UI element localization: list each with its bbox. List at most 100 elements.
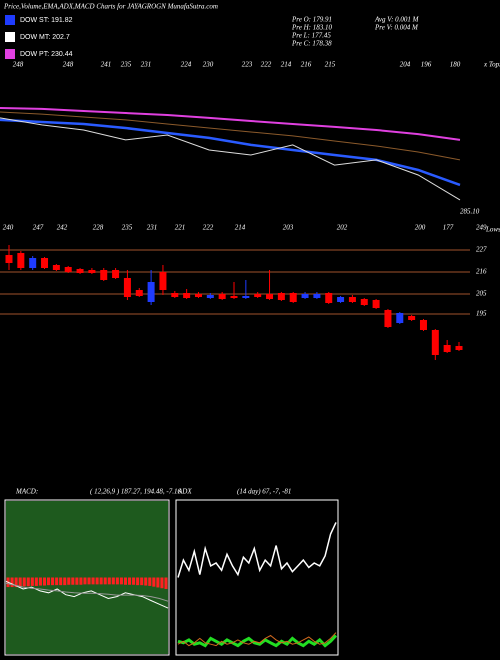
legend-label: DOW MT: 202.7	[20, 34, 70, 41]
y-tick-label: 195	[476, 310, 487, 318]
candle-body	[218, 294, 226, 299]
macd-line	[5, 582, 169, 602]
candle-body	[194, 294, 202, 297]
stat-label: Pre V: 0.004 M	[374, 24, 419, 32]
macd-bar	[59, 577, 63, 586]
candle-body	[135, 290, 143, 296]
macd-bar	[95, 577, 99, 585]
high-label: 204	[400, 61, 411, 69]
adx-label: ADX	[177, 488, 192, 496]
low-label: 202	[337, 224, 348, 232]
candle-body	[88, 270, 96, 273]
legend-swatch	[5, 15, 15, 25]
macd-bar	[38, 577, 42, 586]
candle-body	[76, 269, 84, 273]
low-label: 235	[122, 224, 133, 232]
high-label: 241	[101, 61, 112, 69]
macd-line	[5, 580, 169, 609]
candle-body	[431, 330, 439, 355]
macd-bar	[75, 577, 79, 585]
macd-bar	[107, 577, 111, 585]
candle-body	[254, 294, 262, 297]
candle-body	[419, 320, 427, 330]
candle-body	[64, 267, 72, 272]
low-label: 203	[283, 224, 294, 232]
price-line	[0, 118, 461, 187]
candle-body	[266, 294, 274, 299]
high-label: 235	[121, 61, 132, 69]
macd-bar	[34, 577, 38, 586]
stat-label: Pre O: 179.91	[291, 16, 332, 24]
low-label: 221	[175, 224, 186, 232]
candle-body	[337, 297, 345, 302]
macd-bar	[103, 577, 107, 585]
macd-bar	[144, 577, 148, 586]
macd-bar	[30, 577, 34, 586]
macd-bar	[47, 577, 51, 586]
candle-body	[313, 294, 321, 298]
macd-bar	[51, 577, 55, 586]
macd-bar	[148, 577, 152, 586]
candle-body	[159, 272, 167, 290]
macd-bar	[156, 577, 160, 588]
price-line	[0, 117, 461, 201]
legend-swatch	[5, 32, 15, 42]
candle-body	[29, 258, 37, 268]
adx-line	[177, 634, 338, 648]
high-label: 248	[63, 61, 74, 69]
page-title: Price,Volume,EMA,ADX,MACD Charts for JAY…	[3, 3, 218, 11]
candle-body	[52, 265, 60, 270]
macd-bar	[99, 577, 103, 585]
high-label: 231	[141, 61, 152, 69]
macd-bar	[164, 577, 168, 589]
low-label: 200	[415, 224, 426, 232]
high-label: 224	[181, 61, 192, 69]
adx-frame	[175, 499, 339, 656]
macd-bar	[67, 577, 71, 585]
candle-body	[17, 253, 25, 268]
macd-bar	[111, 577, 115, 585]
y-tick-label: 205	[476, 290, 487, 298]
macd-bar	[132, 577, 136, 585]
high-label: 230	[203, 61, 214, 69]
candle-body	[277, 293, 285, 300]
candle-body	[230, 296, 238, 298]
candle-body	[360, 299, 368, 305]
macd-bar	[71, 577, 75, 585]
macd-bar	[83, 577, 87, 585]
low-label: 214	[235, 224, 246, 232]
corner-label: x Topx	[483, 61, 500, 69]
adx-line	[177, 522, 337, 578]
legend-swatch	[5, 49, 15, 59]
macd-label: MACD:	[15, 488, 38, 496]
candle-body	[100, 270, 108, 280]
candle-body	[123, 278, 131, 297]
candle-body	[183, 293, 191, 298]
high-label: 215	[325, 61, 336, 69]
high-label: 248	[13, 61, 24, 69]
macd-bar	[119, 577, 123, 585]
macd-bar	[26, 577, 30, 587]
macd-bar	[10, 577, 14, 588]
legend-label: DOW ST: 191.82	[20, 17, 73, 24]
price-note: 285.10	[460, 208, 480, 216]
candle-body	[325, 293, 333, 303]
macd-bar	[63, 577, 67, 586]
high-label: 214	[281, 61, 292, 69]
low-label: 242	[57, 224, 68, 232]
candle-body	[147, 282, 155, 302]
stat-label: Pre L: 177.45	[291, 32, 331, 40]
high-label: 180	[450, 61, 461, 69]
low-label: 228	[93, 224, 104, 232]
candle-body	[171, 293, 179, 297]
price-line	[0, 107, 461, 141]
high-label: 216	[301, 61, 312, 69]
legend-label: DOW PT: 230.44	[20, 51, 73, 58]
macd-bar	[140, 577, 144, 586]
macd-bar	[160, 577, 164, 589]
candle-body	[112, 270, 120, 278]
macd-bar	[87, 577, 91, 585]
price-line	[0, 111, 461, 161]
y-tick-label: 227	[476, 246, 487, 254]
